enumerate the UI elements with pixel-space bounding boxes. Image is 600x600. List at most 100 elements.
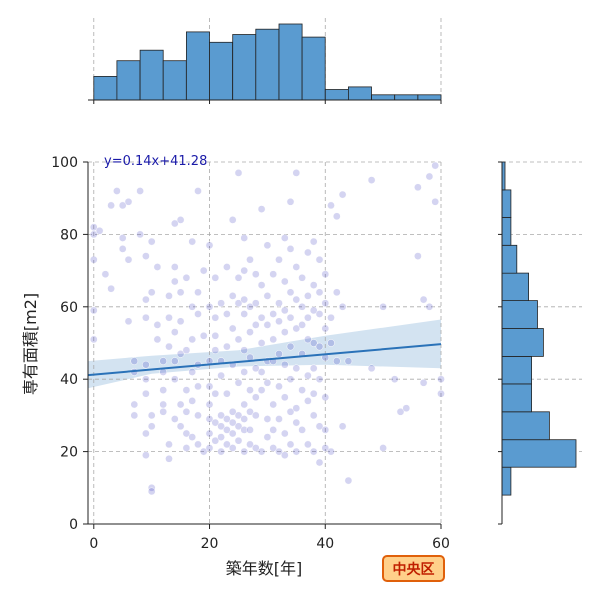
data-point	[124, 317, 133, 326]
data-point	[309, 237, 318, 246]
data-point	[240, 310, 249, 318]
data-point	[315, 288, 324, 297]
data-point	[211, 273, 220, 282]
data-point	[194, 310, 202, 318]
badge-label: 中央区	[393, 561, 435, 578]
data-point	[234, 422, 243, 431]
data-point	[309, 389, 318, 398]
yhist-bar	[501, 439, 577, 468]
data-point	[315, 255, 324, 264]
data-point	[159, 400, 168, 409]
data-point	[205, 302, 214, 311]
regression-line	[87, 343, 442, 377]
data-point	[280, 451, 289, 460]
data-point	[292, 263, 301, 271]
data-point	[414, 183, 422, 192]
data-point	[182, 346, 191, 355]
yhist-bar	[501, 411, 550, 441]
data-point	[437, 389, 445, 398]
data-point	[257, 281, 266, 289]
data-point	[286, 407, 295, 416]
data-point	[211, 418, 220, 427]
y-tick-label: 40	[60, 372, 78, 388]
data-point	[89, 335, 98, 344]
data-point	[240, 266, 249, 275]
data-point	[263, 433, 272, 441]
confidence-band	[88, 319, 441, 389]
data-point	[327, 447, 335, 456]
data-point	[176, 400, 185, 409]
data-point	[251, 393, 260, 402]
y-axis-title: 専有面積[m2]	[21, 293, 40, 395]
data-point	[275, 382, 283, 391]
data-point	[223, 389, 231, 398]
data-point	[211, 436, 220, 445]
data-point	[170, 277, 179, 286]
data-point	[211, 331, 220, 340]
data-point	[292, 418, 301, 427]
data-point	[251, 364, 260, 373]
data-point	[142, 313, 150, 322]
data-point	[118, 201, 127, 210]
data-point	[246, 426, 254, 434]
data-point	[142, 360, 150, 369]
data-point	[95, 226, 104, 235]
xhist-bar	[394, 94, 419, 101]
data-point	[309, 364, 318, 373]
data-point	[240, 426, 249, 434]
data-point	[223, 440, 231, 449]
data-point	[309, 447, 318, 456]
data-point	[124, 197, 133, 206]
data-point	[142, 389, 150, 398]
data-point	[275, 255, 283, 264]
data-point	[142, 451, 150, 460]
data-point	[321, 393, 330, 402]
xhist-bar	[278, 23, 303, 101]
data-point	[234, 378, 243, 387]
data-point	[304, 397, 312, 405]
data-point	[257, 447, 266, 456]
data-point	[246, 386, 254, 394]
yhist-bar	[501, 355, 533, 385]
data-point	[182, 386, 191, 394]
data-point	[280, 360, 289, 369]
data-point	[188, 433, 197, 441]
data-point	[188, 368, 197, 376]
data-point	[217, 371, 225, 380]
data-point	[234, 169, 243, 177]
data-point	[217, 422, 225, 431]
data-point	[246, 302, 254, 311]
xhist-bar	[162, 60, 187, 101]
data-point	[280, 234, 289, 242]
data-point	[176, 288, 185, 297]
data-point	[228, 216, 237, 224]
data-point	[286, 288, 295, 297]
data-point	[188, 302, 197, 311]
data-point	[263, 378, 272, 387]
data-point	[298, 426, 306, 434]
data-point	[437, 375, 445, 384]
data-point	[228, 407, 237, 416]
data-point	[107, 201, 115, 210]
yhist-bar	[501, 244, 518, 274]
data-point	[199, 447, 208, 456]
data-point	[240, 415, 249, 423]
data-point	[240, 234, 249, 242]
data-point	[304, 248, 312, 257]
data-point	[338, 302, 347, 311]
data-point	[280, 393, 289, 402]
data-point	[390, 375, 399, 384]
x-axis-title: 築年数[年]	[226, 559, 303, 578]
data-point	[142, 252, 150, 260]
data-point	[89, 230, 98, 239]
y-tick-label: 80	[60, 227, 78, 243]
data-point	[309, 281, 318, 289]
data-point	[286, 245, 295, 253]
data-point	[165, 440, 173, 449]
regression-equation: y=0.14x+41.28	[104, 154, 207, 169]
data-point	[280, 277, 289, 286]
data-point	[147, 411, 156, 420]
data-point	[298, 321, 306, 329]
yhist-bar	[501, 328, 544, 357]
